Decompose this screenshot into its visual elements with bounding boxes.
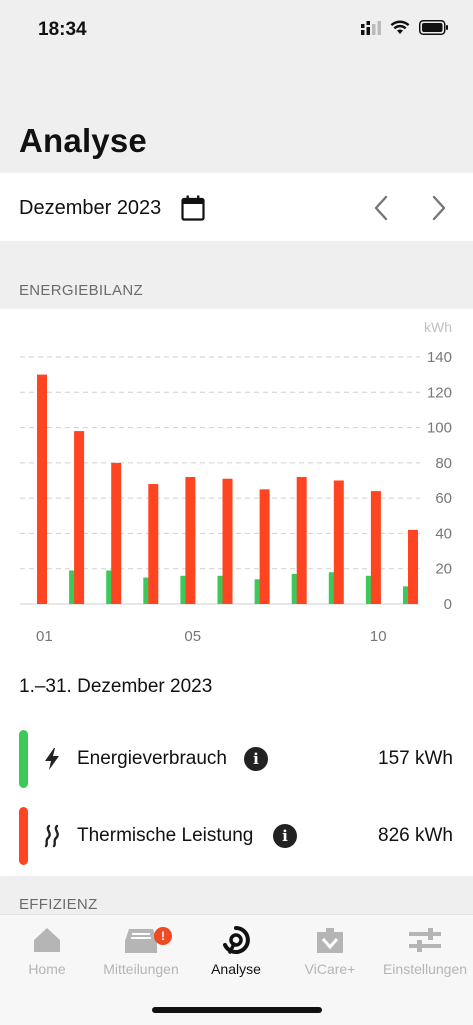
bar-thermal <box>148 484 159 604</box>
bar-thermal <box>185 476 196 604</box>
y-tick-label: 120 <box>427 384 452 401</box>
y-tick-label: 60 <box>435 490 452 507</box>
wifi-icon <box>390 20 410 34</box>
bar-thermal <box>222 478 233 604</box>
energy-balance-card: kWh 140 120 100 80 60 40 20 0 01 05 10 1.–31. Dezem… <box>0 309 473 876</box>
status-icons <box>361 20 449 35</box>
page-title: Analyse <box>19 122 147 159</box>
tab-vicare-plus[interactable]: ViCare+ <box>283 925 377 977</box>
period-selector: Dezember 2023 <box>0 173 473 241</box>
consumption-value: 157 kWh <box>378 748 453 769</box>
thermal-info-icon[interactable]: i <box>273 824 297 848</box>
calendar-icon[interactable] <box>181 195 205 221</box>
x-tick-label: 10 <box>370 628 387 645</box>
energy-section-heading: ENERGIEBILANZ <box>19 282 143 299</box>
bar-thermal <box>408 529 418 604</box>
tab-einstellungen-label: Einstellungen <box>382 961 468 977</box>
y-tick-label: 80 <box>435 455 452 472</box>
bar-thermal <box>370 491 381 604</box>
tab-home[interactable]: Home <box>0 925 94 977</box>
legend-row-consumption: Energieverbrauch i 157 kWh <box>0 730 473 790</box>
thermal-value: 826 kWh <box>378 825 453 846</box>
tab-vicare-plus-label: ViCare+ <box>304 961 356 977</box>
y-tick-label: 0 <box>444 596 452 613</box>
tab-mitteilungen-label: Mitteilungen <box>103 961 179 977</box>
efficiency-section-heading: EFFIZIENZ <box>19 896 98 913</box>
tab-bar: Home ! Mitteilungen Analyse ViCare+ Ein <box>0 914 473 1025</box>
heat-waves-icon <box>44 824 59 848</box>
status-time: 18:34 <box>38 19 87 40</box>
tab-einstellungen[interactable]: Einstellungen <box>378 925 472 977</box>
bar-thermal <box>74 431 85 604</box>
thermal-label: Thermische Leistung <box>77 825 254 846</box>
tab-analyse[interactable]: Analyse <box>189 925 283 977</box>
house-icon <box>34 928 60 952</box>
bar-thermal <box>37 374 47 604</box>
battery-icon <box>419 20 448 35</box>
period-label[interactable]: Dezember 2023 <box>19 197 162 219</box>
bar-thermal <box>111 462 122 604</box>
tab-analyse-label: Analyse <box>211 961 261 977</box>
inbox-icon <box>125 929 157 953</box>
status-bar: 18:34 <box>0 0 473 60</box>
y-tick-label: 140 <box>427 349 452 366</box>
consumption-info-icon[interactable]: i <box>244 747 268 771</box>
sliders-icon <box>409 928 441 952</box>
y-tick-label: 20 <box>435 561 452 578</box>
legend-row-thermal: Thermische Leistung i 826 kWh <box>0 807 473 867</box>
briefcase-icon <box>317 928 343 953</box>
previous-month-button[interactable] <box>368 193 394 223</box>
notification-badge: ! <box>154 927 172 945</box>
bar-thermal <box>296 476 307 604</box>
y-tick-label: 40 <box>435 525 452 542</box>
bar-thermal <box>259 489 270 604</box>
bolt-icon <box>45 748 59 770</box>
consumption-label: Energieverbrauch <box>77 748 227 769</box>
next-month-button[interactable] <box>426 193 452 223</box>
cellular-signal-icon <box>361 20 381 35</box>
y-axis-unit-label: kWh <box>424 319 452 335</box>
summary-range: 1.–31. Dezember 2023 <box>19 676 213 697</box>
tab-home-label: Home <box>28 961 66 977</box>
x-tick-label: 01 <box>36 628 53 645</box>
analysis-icon <box>223 926 250 954</box>
consumption-color-bar <box>19 730 28 788</box>
energy-bar-chart[interactable]: kWh 140 120 100 80 60 40 20 0 01 05 10 <box>0 309 473 659</box>
thermal-color-bar <box>19 807 28 865</box>
tab-mitteilungen[interactable]: ! Mitteilungen <box>94 925 188 977</box>
y-tick-label: 100 <box>427 420 452 437</box>
home-indicator <box>152 1007 322 1013</box>
x-tick-label: 05 <box>184 628 201 645</box>
bar-thermal <box>333 480 344 604</box>
